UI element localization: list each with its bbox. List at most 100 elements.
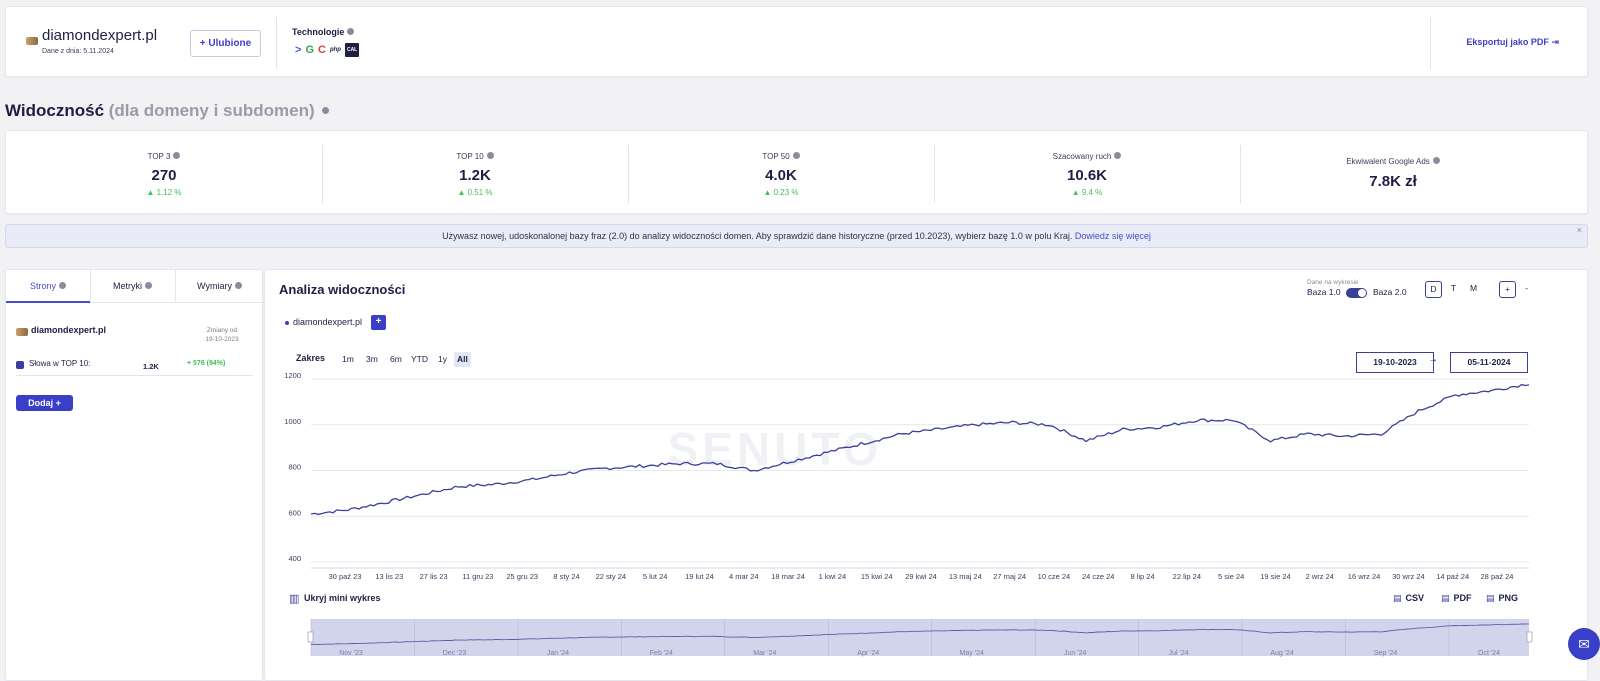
tech-send-icon: > [295,44,302,56]
x-tick-label: 5 lut 24 [643,572,668,581]
file-icon: ▤ [1486,593,1495,603]
export-pdf-link[interactable]: Eksportuj jako PDF ⇥ [1466,37,1559,47]
range-1m[interactable]: 1m [342,354,354,364]
legend-domain[interactable]: diamondexpert.pl [293,317,363,327]
chart-watermark: SENUTO [668,423,883,475]
learn-more-link[interactable]: Dowiedz się więcej [1074,231,1151,241]
granularity-week-button[interactable]: T [1450,283,1457,293]
changes-since: Zmiany od 19-10-2023 [205,327,239,343]
mini-series-line [310,623,1530,645]
date-to[interactable]: 05-11-2024 [1450,352,1528,373]
info-icon[interactable] [173,152,181,160]
add-metric-button[interactable]: Dodaj + [16,395,73,411]
left-panel: Strony Metryki Wymiary diamondexpert.pl … [5,269,264,681]
data-on-chart-label: Dane na wykresie [1307,279,1359,286]
tab-metryki[interactable]: Metryki [90,270,175,303]
x-tick-label: 27 lis 23 [420,572,448,581]
download-csv-button[interactable]: ▤ CSV [1393,593,1425,603]
domain-favicon-icon [26,37,38,45]
download-png-button[interactable]: ▤ PNG [1486,593,1519,603]
y-tick-label: 600 [288,508,301,517]
add-domain-button[interactable]: + [371,315,386,330]
metric-value: 10.6K [1066,167,1108,184]
x-tick-label: 22 sty 24 [596,572,626,581]
info-icon[interactable] [1114,152,1122,160]
tech-google-icon: G [305,44,314,56]
chart-panel: Analiza widoczności Dane na wykresie Baz… [264,269,1588,681]
range-ytd[interactable]: YTD [411,354,428,364]
tab-strony[interactable]: Strony [6,270,90,303]
left-tabs: Strony Metryki Wymiary [6,270,264,303]
range-all[interactable]: All [454,352,471,367]
x-tick-label: 13 maj 24 [949,572,982,581]
y-tick-label: 400 [288,554,301,563]
mini-month-label: Jul '24 [1169,650,1189,657]
granularity-month-button[interactable]: M [1469,283,1478,293]
domain-favicon-icon [16,328,28,336]
mini-month-label: Sep '24 [1374,650,1398,657]
metric-change: ▲ 0.23 % [763,188,799,197]
mini-month-label: May '24 [960,650,984,657]
info-icon[interactable] [792,152,800,160]
mini-right-handle [1526,631,1533,643]
y-tick-label: 1200 [284,371,301,380]
x-tick-label: 11 gru 23 [462,572,493,581]
x-tick-label: 30 wrz 24 [1392,572,1425,581]
metrics-card: TOP 3 270 ▲ 1.12 % TOP 10 1.2K ▲ 0.51 % … [5,130,1588,214]
info-banner: Używasz nowej, udoskonalonej bazy fraz (… [5,224,1588,248]
x-tick-label: 14 paź 24 [1436,572,1469,581]
metric-value: 7.8K zł [1369,173,1417,190]
date-from[interactable]: 19-10-2023 [1356,352,1434,373]
tab-wymiary[interactable]: Wymiary [175,270,264,303]
x-tick-label: 30 paź 23 [329,572,362,581]
close-icon[interactable]: × [1576,225,1582,235]
bar-chart-icon[interactable]: ▥ [289,593,300,605]
legend-dot [285,321,289,325]
metric-value: 4.0K [765,167,797,184]
arrow-up-icon: ▲ [1071,188,1082,197]
base-toggle[interactable] [1346,288,1367,298]
mini-month-label: Jun '24 [1064,650,1086,657]
domain-title: diamondexpert.pl [42,27,158,44]
x-tick-label: 13 lis 23 [375,572,403,581]
mini-left-handle [307,631,314,643]
info-icon[interactable] [347,28,355,36]
divider [1430,17,1431,69]
info-icon [234,282,242,290]
hide-mini-chart-button[interactable]: Ukryj mini wykres [304,593,381,603]
info-icon[interactable] [486,152,494,160]
granularity-day-button[interactable]: D [1425,281,1442,298]
zoom-out-button[interactable]: - [1525,283,1528,293]
mini-chart-window [311,619,1529,656]
x-tick-label: 19 lut 24 [685,572,714,581]
info-icon [145,282,152,290]
mini-month-label: Mar '24 [753,650,776,657]
range-1y[interactable]: 1y [438,354,447,364]
mini-month-label: Aug '24 [1270,650,1294,657]
technologies-label: Technologie [292,27,355,37]
arrow-up-icon: ▲ [457,188,468,197]
info-icon [59,282,66,290]
chat-icon[interactable]: ✉ [1568,628,1600,660]
range-3m[interactable]: 3m [366,354,378,364]
range-6m[interactable]: 6m [390,354,402,364]
arrow-up-icon: ▲ [146,188,157,197]
x-tick-label: 2 wrz 24 [1306,572,1334,581]
series-color-swatch [16,361,24,369]
x-tick-label: 4 mar 24 [729,572,759,581]
metric-change: ▲ 1.12 % [146,188,182,197]
metric-value: 270 [151,167,177,184]
info-icon[interactable] [322,107,330,115]
divider [276,17,277,69]
visibility-chart: SENUTO 400 600 800 1000 1200 30 paź 23 13 lis 2… [284,371,1533,657]
series-line [310,383,1530,516]
tech-cal-icon: CAL [344,43,360,57]
file-icon: ▤ [1393,593,1402,603]
mini-month-label: Apr '24 [857,650,879,657]
info-icon[interactable] [1432,157,1440,165]
range-label: Zakres [296,353,326,363]
mini-month-label: Oct '24 [1478,650,1500,657]
zoom-in-button[interactable]: + [1499,281,1516,298]
download-pdf-button[interactable]: ▤ PDF [1441,593,1472,603]
favorite-button[interactable]: + Ulubione [190,30,261,57]
